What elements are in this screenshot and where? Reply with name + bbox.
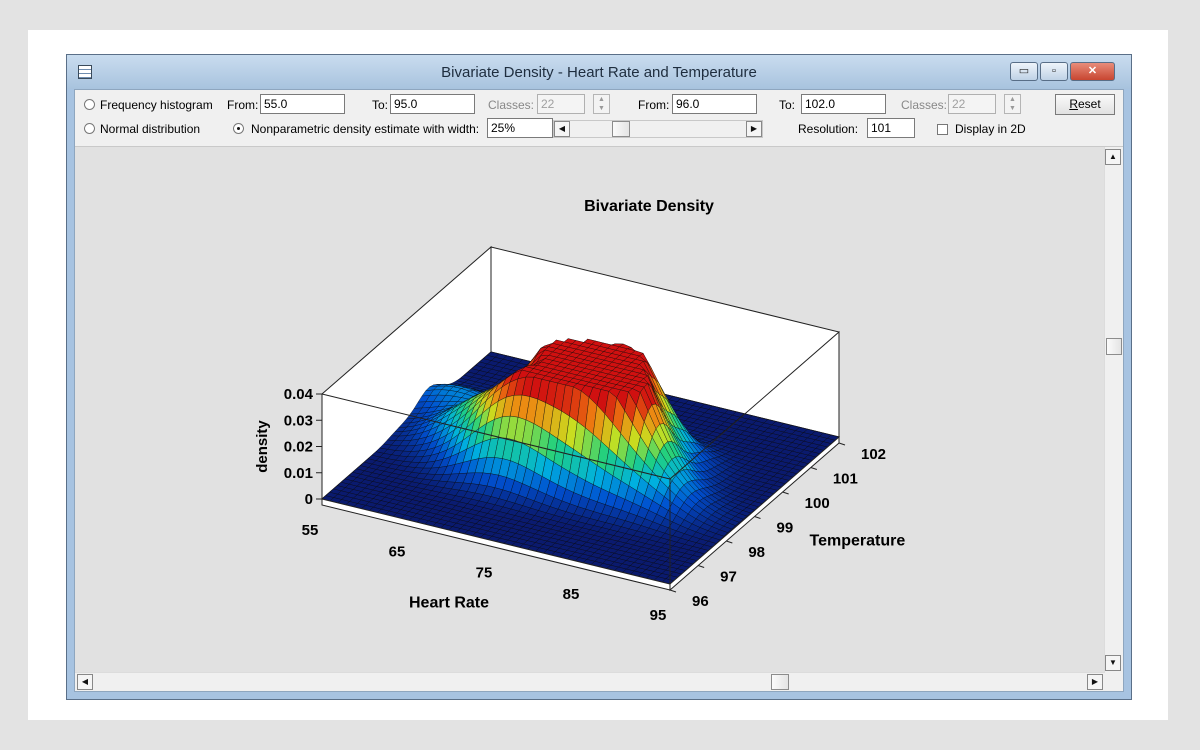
- slider-right-arrow-icon[interactable]: ▶: [746, 121, 762, 137]
- app-window: Bivariate Density - Heart Rate and Tempe…: [66, 54, 1132, 700]
- window-title: Bivariate Density - Heart Rate and Tempe…: [441, 64, 757, 81]
- z-tick-label: 0.01: [284, 465, 313, 482]
- z-tick-label: 0.02: [284, 439, 313, 456]
- x-tick-label: 65: [389, 543, 406, 560]
- y-from-input[interactable]: 96.0: [672, 94, 757, 114]
- close-button[interactable]: ✕: [1070, 62, 1115, 81]
- y-classes-spinner: ▲ ▼: [1004, 94, 1021, 114]
- resolution-input[interactable]: 101: [867, 118, 915, 138]
- density-surface-chart: Bivariate Density 0 0.01 0.02 0.03 0.04 densit…: [254, 198, 906, 624]
- x-axis-label: Heart Rate: [409, 595, 489, 612]
- y-tick-label: 97: [720, 569, 737, 586]
- y-classes-input: 22: [948, 94, 996, 114]
- y-tick-label: 101: [833, 471, 858, 488]
- nonparametric-radio[interactable]: [233, 123, 244, 134]
- density-surface: [321, 338, 840, 585]
- reset-button[interactable]: Reset: [1055, 94, 1115, 115]
- y-to-input[interactable]: 102.0: [801, 94, 886, 114]
- toolbar-row-2: Normal distribution Nonparametric densit…: [75, 118, 1123, 140]
- x-classes-spinner: ▲ ▼: [593, 94, 610, 114]
- x-to-input[interactable]: 95.0: [390, 94, 475, 114]
- y-tick-label: 99: [777, 520, 794, 537]
- display-2d-label: Display in 2D: [955, 122, 1026, 136]
- y-tick: [754, 516, 761, 519]
- width-value-box: 25%: [487, 118, 553, 138]
- y-classes-label: Classes:: [901, 98, 948, 112]
- x-tick-label: 75: [476, 565, 493, 582]
- x-tick-label: 55: [302, 522, 319, 539]
- x-tick-label: 85: [563, 586, 580, 603]
- plot-area: Bivariate Density 0 0.01 0.02 0.03 0.04 densit…: [75, 147, 1105, 673]
- nonparametric-label: Nonparametric density estimate with widt…: [251, 122, 480, 136]
- scroll-down-icon[interactable]: ▼: [1105, 655, 1121, 671]
- y-tick-label: 98: [748, 544, 765, 561]
- y-from-label: From:: [638, 98, 670, 112]
- top-front-edge: [321, 393, 671, 480]
- title-bar[interactable]: Bivariate Density - Heart Rate and Tempe…: [67, 55, 1131, 89]
- minimize-button[interactable]: ▭: [1010, 62, 1038, 81]
- y-tick-label: 100: [805, 495, 830, 512]
- normal-distribution-label: Normal distribution: [100, 122, 201, 136]
- y-tick: [726, 540, 733, 544]
- x-tick-label: 95: [650, 607, 667, 624]
- display-2d-checkbox[interactable]: [937, 124, 948, 135]
- maximize-button[interactable]: ▫: [1040, 62, 1068, 81]
- y-tick: [782, 491, 789, 495]
- horizontal-scroll-thumb[interactable]: [771, 674, 789, 690]
- y-tick-label: 102: [861, 446, 886, 463]
- x-from-label: From:: [227, 98, 259, 112]
- slider-left-arrow-icon[interactable]: ◀: [554, 121, 570, 137]
- z-tick-label: 0: [305, 491, 313, 508]
- y-tick: [810, 467, 817, 470]
- width-slider[interactable]: ◀ ▶: [553, 120, 763, 138]
- resolution-label: Resolution:: [798, 122, 859, 136]
- client-area: Frequency histogram From: 55.0 To: 95.0 …: [74, 89, 1124, 692]
- x-to-label: To:: [372, 98, 389, 112]
- y-tick: [698, 565, 705, 568]
- options-toolbar: Frequency histogram From: 55.0 To: 95.0 …: [75, 90, 1123, 147]
- scroll-left-icon[interactable]: ◀: [77, 674, 93, 690]
- scroll-right-icon[interactable]: ▶: [1087, 674, 1103, 690]
- slider-thumb[interactable]: [612, 121, 630, 137]
- y-to-label: To:: [779, 98, 796, 112]
- frequency-histogram-radio[interactable]: [84, 99, 95, 110]
- chart-title: Bivariate Density: [584, 198, 714, 215]
- app-icon[interactable]: [78, 65, 92, 79]
- y-tick-label: 96: [692, 593, 709, 610]
- normal-distribution-radio[interactable]: [84, 123, 95, 134]
- vertical-scroll-thumb[interactable]: [1106, 338, 1122, 355]
- y-tick: [838, 442, 846, 446]
- horizontal-scrollbar[interactable]: ◀ ▶: [75, 672, 1105, 691]
- x-from-input[interactable]: 55.0: [260, 94, 345, 114]
- y-tick: [669, 589, 677, 593]
- y-axis-label: Temperature: [810, 533, 906, 550]
- z-tick-label: 0.03: [284, 412, 313, 429]
- x-classes-label: Classes:: [488, 98, 535, 112]
- scroll-up-icon[interactable]: ▲: [1105, 149, 1121, 165]
- z-axis-label: density: [254, 420, 271, 473]
- vertical-scrollbar[interactable]: ▲ ▼: [1104, 147, 1123, 673]
- frequency-histogram-label: Frequency histogram: [100, 98, 213, 112]
- z-tick-label: 0.04: [284, 386, 314, 403]
- x-classes-input: 22: [537, 94, 585, 114]
- toolbar-row-1: Frequency histogram From: 55.0 To: 95.0 …: [75, 94, 1123, 116]
